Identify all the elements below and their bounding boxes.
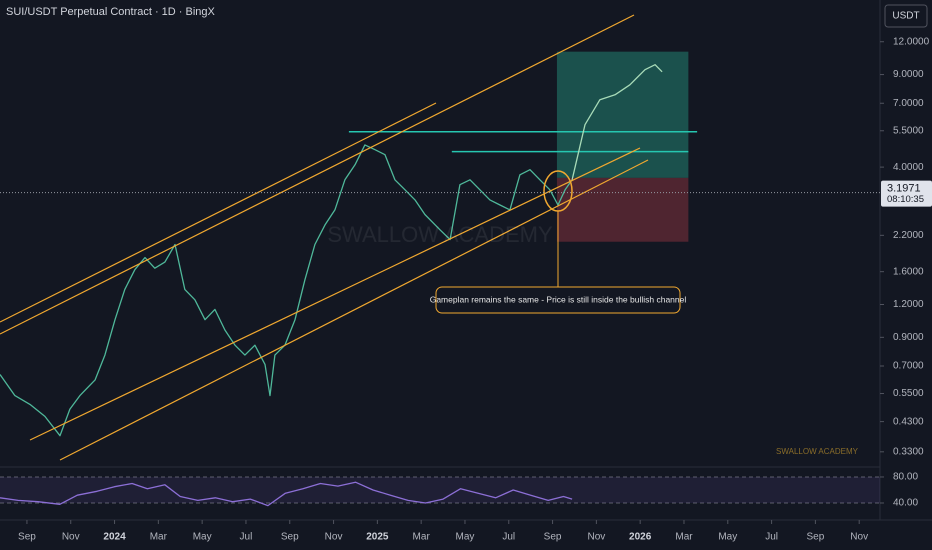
y-tick-label: 4.0000: [893, 162, 924, 173]
x-tick-label: Sep: [18, 532, 36, 543]
x-tick-label: Nov: [587, 532, 605, 543]
series-line: [571, 64, 663, 180]
x-tick-label: Mar: [150, 532, 168, 543]
rsi-band: [0, 476, 880, 503]
x-tick-label: 2025: [366, 532, 389, 543]
series-line: [0, 481, 573, 507]
x-tick-label: Jul: [502, 532, 515, 543]
countdown: 08:10:35: [887, 194, 924, 205]
y-tick-label: 5.5000: [893, 125, 924, 136]
x-tick-label: Jul: [240, 532, 253, 543]
channel: [0, 14, 649, 461]
x-tick-label: Mar: [675, 532, 693, 543]
y-tick-label: 0.5500: [893, 388, 924, 399]
x-tick-label: Nov: [62, 532, 80, 543]
last-price: 3.1971: [887, 183, 921, 195]
x-tick-label: May: [718, 532, 737, 543]
y-tick-label: 7.0000: [893, 98, 924, 109]
currency[interactable]: USDT: [892, 11, 919, 22]
channel-line: [0, 14, 635, 335]
x-tick-label: May: [193, 532, 212, 543]
chart-title: SUI/USDT Perpetual Contract · 1D · BingX: [6, 6, 216, 18]
watermark: SWALLOW ACADEMY: [776, 447, 859, 456]
zone: [556, 177, 689, 242]
y-tick-label: 1.2000: [893, 299, 924, 310]
plot: [0, 51, 880, 507]
channel-line: [29, 147, 641, 441]
watermark: SWALLOW ACADEMY: [327, 222, 553, 247]
x-tick-label: 2024: [103, 532, 126, 543]
x-tick-label: Jul: [765, 532, 778, 543]
annotation-box: [435, 286, 681, 314]
x-tick-label: Sep: [281, 532, 299, 543]
channel-line: [0, 102, 437, 323]
y-tick-label: 1.6000: [893, 266, 924, 277]
y-tick-label: 40.00: [893, 498, 918, 509]
x-tick-label: Nov: [850, 532, 868, 543]
y-tick-label: 12.0000: [893, 36, 930, 47]
x-tick-label: Sep: [806, 532, 824, 543]
channel-line: [59, 159, 649, 461]
y-tick-label: 2.2000: [893, 230, 924, 241]
y-tick-label: 0.3300: [893, 446, 924, 457]
y-tick-label: 80.00: [893, 472, 918, 483]
y-tick-label: 0.4300: [893, 416, 924, 427]
x-tick-label: Mar: [413, 532, 431, 543]
x-tick-label: May: [456, 532, 475, 543]
y-tick-label: 9.0000: [893, 69, 924, 80]
annotation: Gameplan remains the same - Price is sti…: [430, 294, 687, 304]
y-tick-label: 0.7000: [893, 361, 924, 372]
series-line: [0, 144, 573, 437]
x-tick-label: 2026: [629, 532, 652, 543]
x-tick-label: Sep: [544, 532, 562, 543]
x-tick-label: Nov: [325, 532, 343, 543]
currency-button[interactable]: [884, 4, 928, 28]
y-tick-label: 0.9000: [893, 332, 924, 343]
last-price-box: [881, 180, 932, 207]
